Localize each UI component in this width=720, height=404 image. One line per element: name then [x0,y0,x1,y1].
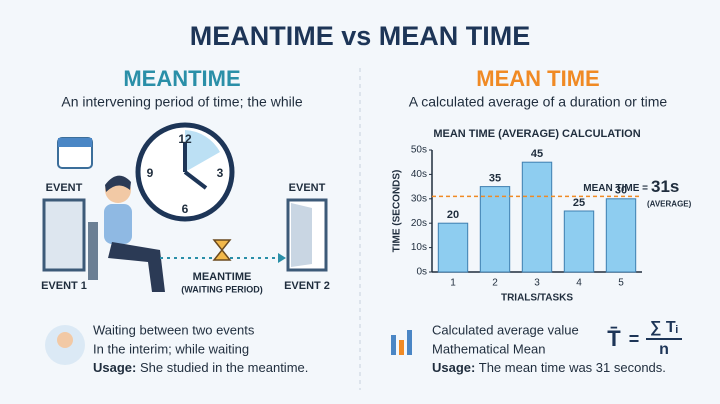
usage-label: Usage: [432,360,475,375]
clock-number: 6 [182,202,189,216]
clock-number: 3 [217,166,224,180]
usage-label: Usage: [93,360,136,375]
y-axis-label: TIME (SECONDS) [392,170,403,253]
formula-denominator: n [659,341,669,358]
clock-hand [183,170,208,190]
y-tick-label: 30s [411,193,427,204]
x-tick-label: 2 [492,278,498,289]
x-tick-label: 1 [450,278,456,289]
bar [563,210,595,273]
event-label: EVENT 1 [41,280,87,292]
right-usage: Usage: The mean time was 31 seconds. [432,360,666,375]
y-tick-label: 10s [411,242,427,253]
data-label: 30 [615,185,627,197]
formula-eq: = [629,329,640,349]
left-heading: MEANTIME [123,66,240,91]
icon-bar [391,335,396,355]
data-label: 20 [447,209,459,221]
left-line: In the interim; while waiting [93,341,249,356]
mean-label: 31s [651,177,679,196]
event-label: EVENT 2 [284,280,330,292]
y-tick-label: 40s [411,169,427,180]
arrow-head [278,253,286,263]
clock-number: 9 [147,166,154,180]
icon-bar [407,330,412,355]
left-subtitle: An intervening period of time; the while [61,94,302,110]
chair [88,222,98,280]
chart-title: MEAN TIME (AVERAGE) CALCULATION [433,128,640,140]
bar [437,222,469,273]
event-label: EVENT [289,182,326,194]
icon-bar [399,340,404,355]
x-axis-label: TRIALS/TASKS [501,293,573,304]
wait-note: (WAITING PERIOD) [181,284,263,294]
data-label: 45 [531,148,543,160]
usage-text: She studied in the meantime. [140,360,308,375]
left-usage: Usage: She studied in the meantime. [93,360,308,375]
right-heading: MEAN TIME [476,66,599,91]
door [42,198,86,272]
person-body [104,204,132,244]
formula-numerator: ∑ Tᵢ [650,319,678,336]
event-label: EVENT [46,182,83,194]
page-title: MEANTIME vs MEAN TIME [190,21,531,51]
bar [605,198,637,273]
clock-sector [185,130,220,172]
formula-lhs: T̄ [607,326,621,351]
mean-note: (AVERAGE) [647,199,692,208]
left-line: Waiting between two events [93,322,255,337]
door-open [291,203,312,267]
clock-number: 12 [178,132,192,146]
data-label: 35 [489,173,501,185]
x-tick-label: 4 [576,278,582,289]
person-icon-head [57,332,73,348]
y-tick-label: 50s [411,145,427,156]
mean-prefix: MEAN TIME = [583,183,648,194]
hourglass [212,239,232,261]
wait-label: MEANTIME [193,271,252,283]
x-tick-label: 5 [618,278,624,289]
person-hair [105,175,131,192]
right-line: Calculated average value [432,322,579,337]
calendar-top [58,138,92,147]
right-line: Mathematical Mean [432,341,545,356]
bar [521,161,553,273]
person-legs [108,242,165,292]
y-tick-label: 0s [416,267,427,278]
y-tick-label: 20s [411,218,427,229]
right-subtitle: A calculated average of a duration or ti… [409,94,668,110]
bar [479,186,511,273]
usage-text: The mean time was 31 seconds. [479,360,666,375]
x-tick-label: 3 [534,278,540,289]
data-label: 25 [573,197,585,209]
